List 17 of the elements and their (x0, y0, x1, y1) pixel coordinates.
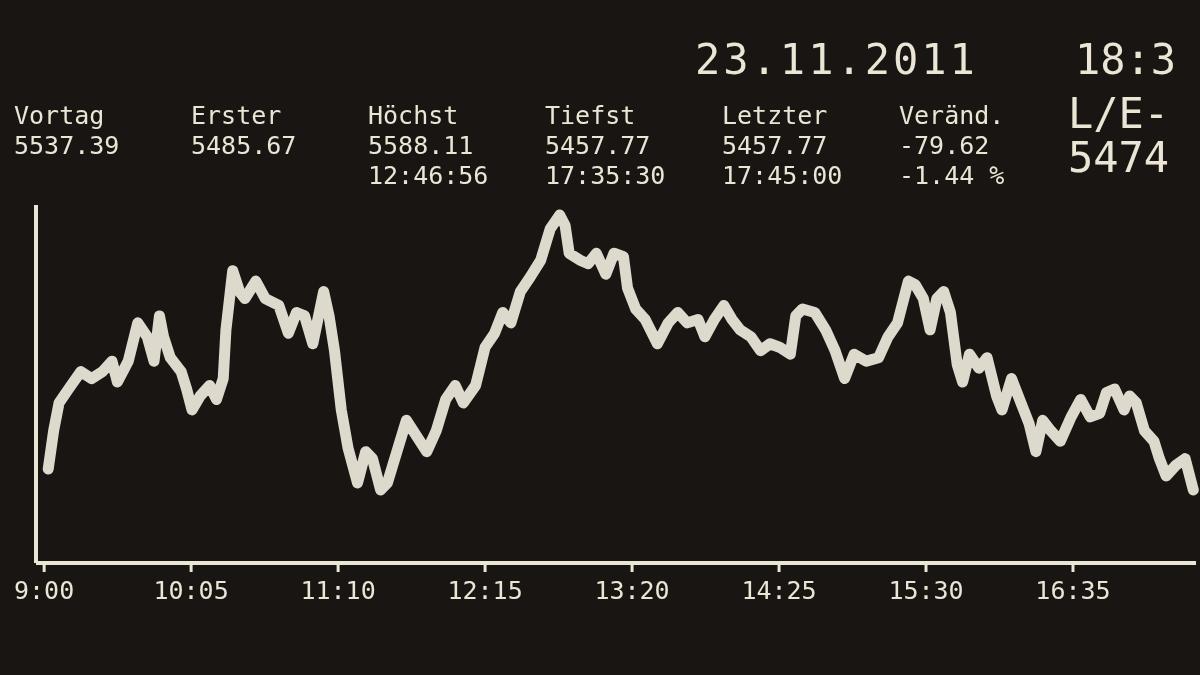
chart-title: 23.11.2011 (695, 35, 978, 84)
text: Letzter 5457.77 17:45:00 (722, 101, 843, 190)
x-tick-label: 9:00 (14, 576, 75, 605)
text: Vortag 5537.39 (14, 101, 120, 160)
text: 18:3 (1075, 35, 1177, 84)
x-tick-label: 16:35 (1035, 576, 1111, 605)
x-tick-label: 14:25 (741, 576, 817, 605)
x-tick-label: 13:20 (594, 576, 670, 605)
x-tick-label: 12:15 (447, 576, 523, 605)
text: Tiefst 5457.77 17:35:30 (545, 101, 666, 190)
x-tick-label: 10:05 (153, 576, 229, 605)
text: Veränd. -79.62 -1.44 % (899, 101, 1005, 190)
x-tick-label: 15:30 (888, 576, 964, 605)
text: Erster 5485.67 (191, 101, 297, 160)
x-tick-label: 11:10 (300, 576, 376, 605)
text: Höchst 5588.11 12:46:56 (368, 101, 489, 190)
text: L/E- 5474 (1068, 89, 1170, 182)
